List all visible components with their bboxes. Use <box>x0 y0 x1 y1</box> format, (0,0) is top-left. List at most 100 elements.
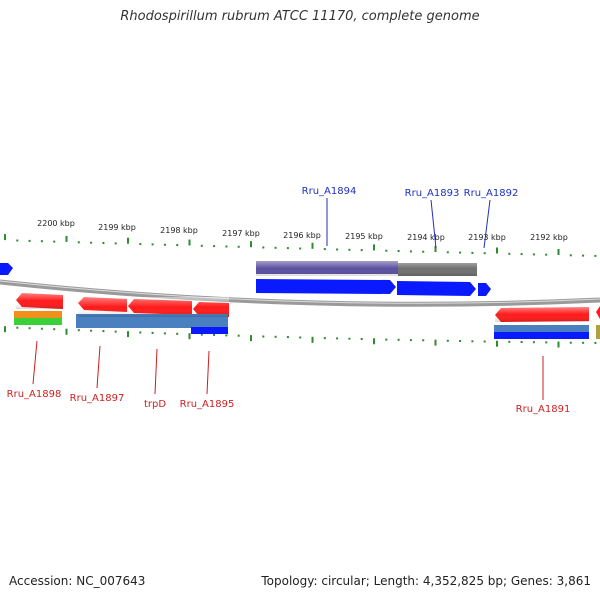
scale-tick-lower-major <box>4 326 6 333</box>
scale-tick-upper-minor <box>582 254 585 257</box>
feature-bar-steelblue-right[interactable] <box>494 325 589 332</box>
feature-shine <box>256 261 477 276</box>
scale-label-2196: 2196 kbp <box>283 231 321 240</box>
scale-tick-upper-minor <box>53 240 56 243</box>
scale-tick-lower-minor <box>348 337 351 340</box>
scale-tick-lower-minor <box>274 335 277 338</box>
scale-tick-lower-minor <box>286 336 289 339</box>
scale-tick-upper-minor <box>16 239 19 242</box>
reverse-shine <box>16 293 589 322</box>
scale-label-2197: 2197 kbp <box>222 229 260 238</box>
scale-tick-upper-minor <box>360 249 363 252</box>
scale-tick-lower-major <box>373 338 375 345</box>
scale-tick-upper-minor <box>323 248 326 251</box>
scale-tick-lower-minor <box>213 334 216 336</box>
scale-tick-lower-major <box>496 340 498 347</box>
scale-tick-lower-minor <box>360 338 363 340</box>
feature-bar-olive-edge[interactable] <box>596 325 600 339</box>
scale-tick-lower-minor <box>385 338 388 341</box>
forward-features <box>0 261 491 296</box>
gene-label-rru-a1892[interactable]: Rru_A1892 <box>464 188 519 199</box>
forward-cds-arrow-1894[interactable] <box>256 279 396 294</box>
accession-text: Accession: NC_007643 <box>9 574 146 588</box>
scale-ticks-upper <box>4 234 597 257</box>
scale-tick-lower-major <box>188 333 191 340</box>
scale-tick-lower-minor <box>200 333 203 336</box>
scale-tick-upper-minor <box>225 245 228 248</box>
lower-gene-labels: Rru_A1898 Rru_A1897 trpD Rru_A1895 Rru_A… <box>7 389 571 415</box>
scale-tick-upper-minor <box>336 248 339 251</box>
scale-label-2193: 2193 kbp <box>468 233 506 242</box>
feature-bar-orange[interactable] <box>14 311 62 318</box>
gene-label-rru-a1893[interactable]: Rru_A1893 <box>405 188 460 199</box>
scale-tick-lower-minor <box>545 341 548 344</box>
gene-label-trpd[interactable]: trpD <box>144 399 166 410</box>
feature-bar-blue-right[interactable] <box>494 332 589 339</box>
scale-tick-lower-minor <box>77 329 80 332</box>
scale-tick-upper-minor <box>114 242 117 245</box>
scale-tick-upper-minor <box>90 241 93 244</box>
scale-tick-upper-minor <box>385 249 388 252</box>
scale-tick-upper-minor <box>532 253 535 256</box>
forward-cds-arrow-1892[interactable] <box>478 283 491 296</box>
scale-tick-lower-major <box>127 331 129 338</box>
scale-tick-lower-minor <box>225 334 228 337</box>
feature-bar-steelblue[interactable] <box>76 314 228 328</box>
scale-tick-upper-minor <box>139 243 142 246</box>
reverse-cds-arrow-edge[interactable] <box>596 306 600 319</box>
scale-tick-lower-minor <box>471 340 474 343</box>
scale-label-2194: 2194 kbp <box>407 233 445 242</box>
scale-tick-upper-minor <box>163 243 166 246</box>
scale-tick-lower-minor <box>569 341 572 344</box>
scale-tick-lower-minor <box>176 332 179 335</box>
scale-tick-lower-minor <box>262 335 265 338</box>
scale-tick-lower-minor <box>40 327 43 330</box>
scale-tick-lower-minor <box>409 339 412 342</box>
scale-tick-upper-major <box>188 239 191 246</box>
scale-tick-upper-minor <box>520 253 523 256</box>
map-title: Rhodospirillum rubrum ATCC 11170, comple… <box>120 9 480 24</box>
gene-label-rru-a1897[interactable]: Rru_A1897 <box>70 393 125 404</box>
scale-tick-lower-minor <box>323 337 326 340</box>
scale-tick-lower-minor <box>102 330 105 333</box>
scale-labels: 2200 kbp 2199 kbp 2198 kbp 2197 kbp 2196… <box>37 219 568 242</box>
gene-label-rru-a1894[interactable]: Rru_A1894 <box>302 186 357 197</box>
scale-tick-lower-minor <box>520 341 523 343</box>
upper-leader-lines <box>326 198 491 249</box>
scale-tick-lower-minor <box>459 340 462 342</box>
scale-tick-upper-minor <box>483 252 486 255</box>
feature-bar-blue-short[interactable] <box>191 327 228 334</box>
scale-tick-upper-major <box>4 234 6 241</box>
scale-tick-upper-minor <box>77 241 80 244</box>
gene-label-rru-a1891[interactable]: Rru_A1891 <box>516 404 571 415</box>
gene-label-rru-a1898[interactable]: Rru_A1898 <box>7 389 62 400</box>
scale-tick-upper-minor <box>569 254 572 257</box>
scale-tick-lower-minor <box>397 338 400 341</box>
forward-cds-arrow[interactable] <box>0 263 13 275</box>
scale-tick-upper-minor <box>40 240 43 243</box>
feature-bar-green[interactable] <box>14 318 62 325</box>
scale-tick-upper-minor <box>262 246 265 249</box>
scale-tick-upper-minor <box>274 246 277 249</box>
scale-tick-upper-minor <box>213 245 216 248</box>
scale-tick-upper-minor <box>508 252 511 255</box>
scale-tick-lower-minor <box>151 331 154 334</box>
scale-tick-upper-minor <box>299 247 302 250</box>
lower-leader-lines <box>32 340 544 400</box>
forward-cds-arrow-1893[interactable] <box>397 281 476 296</box>
scale-tick-upper-minor <box>200 244 203 247</box>
gene-label-rru-a1895[interactable]: Rru_A1895 <box>180 399 235 410</box>
scale-tick-upper-major <box>557 249 560 255</box>
scale-tick-lower-minor <box>508 340 511 343</box>
scale-tick-upper-minor <box>397 250 400 252</box>
upper-gene-labels: Rru_A1894 Rru_A1893 Rru_A1892 <box>302 186 519 199</box>
scale-tick-lower-minor <box>16 326 19 329</box>
scale-tick-upper-minor <box>422 250 425 253</box>
scale-tick-lower-minor <box>422 339 425 342</box>
scale-tick-upper-minor <box>176 244 179 247</box>
genome-backbone-highlight <box>0 280 600 304</box>
scale-tick-lower-minor <box>53 328 56 331</box>
scale-tick-upper-major <box>65 235 68 242</box>
scale-label-2195: 2195 kbp <box>345 232 383 241</box>
scale-tick-upper-minor <box>28 239 31 242</box>
